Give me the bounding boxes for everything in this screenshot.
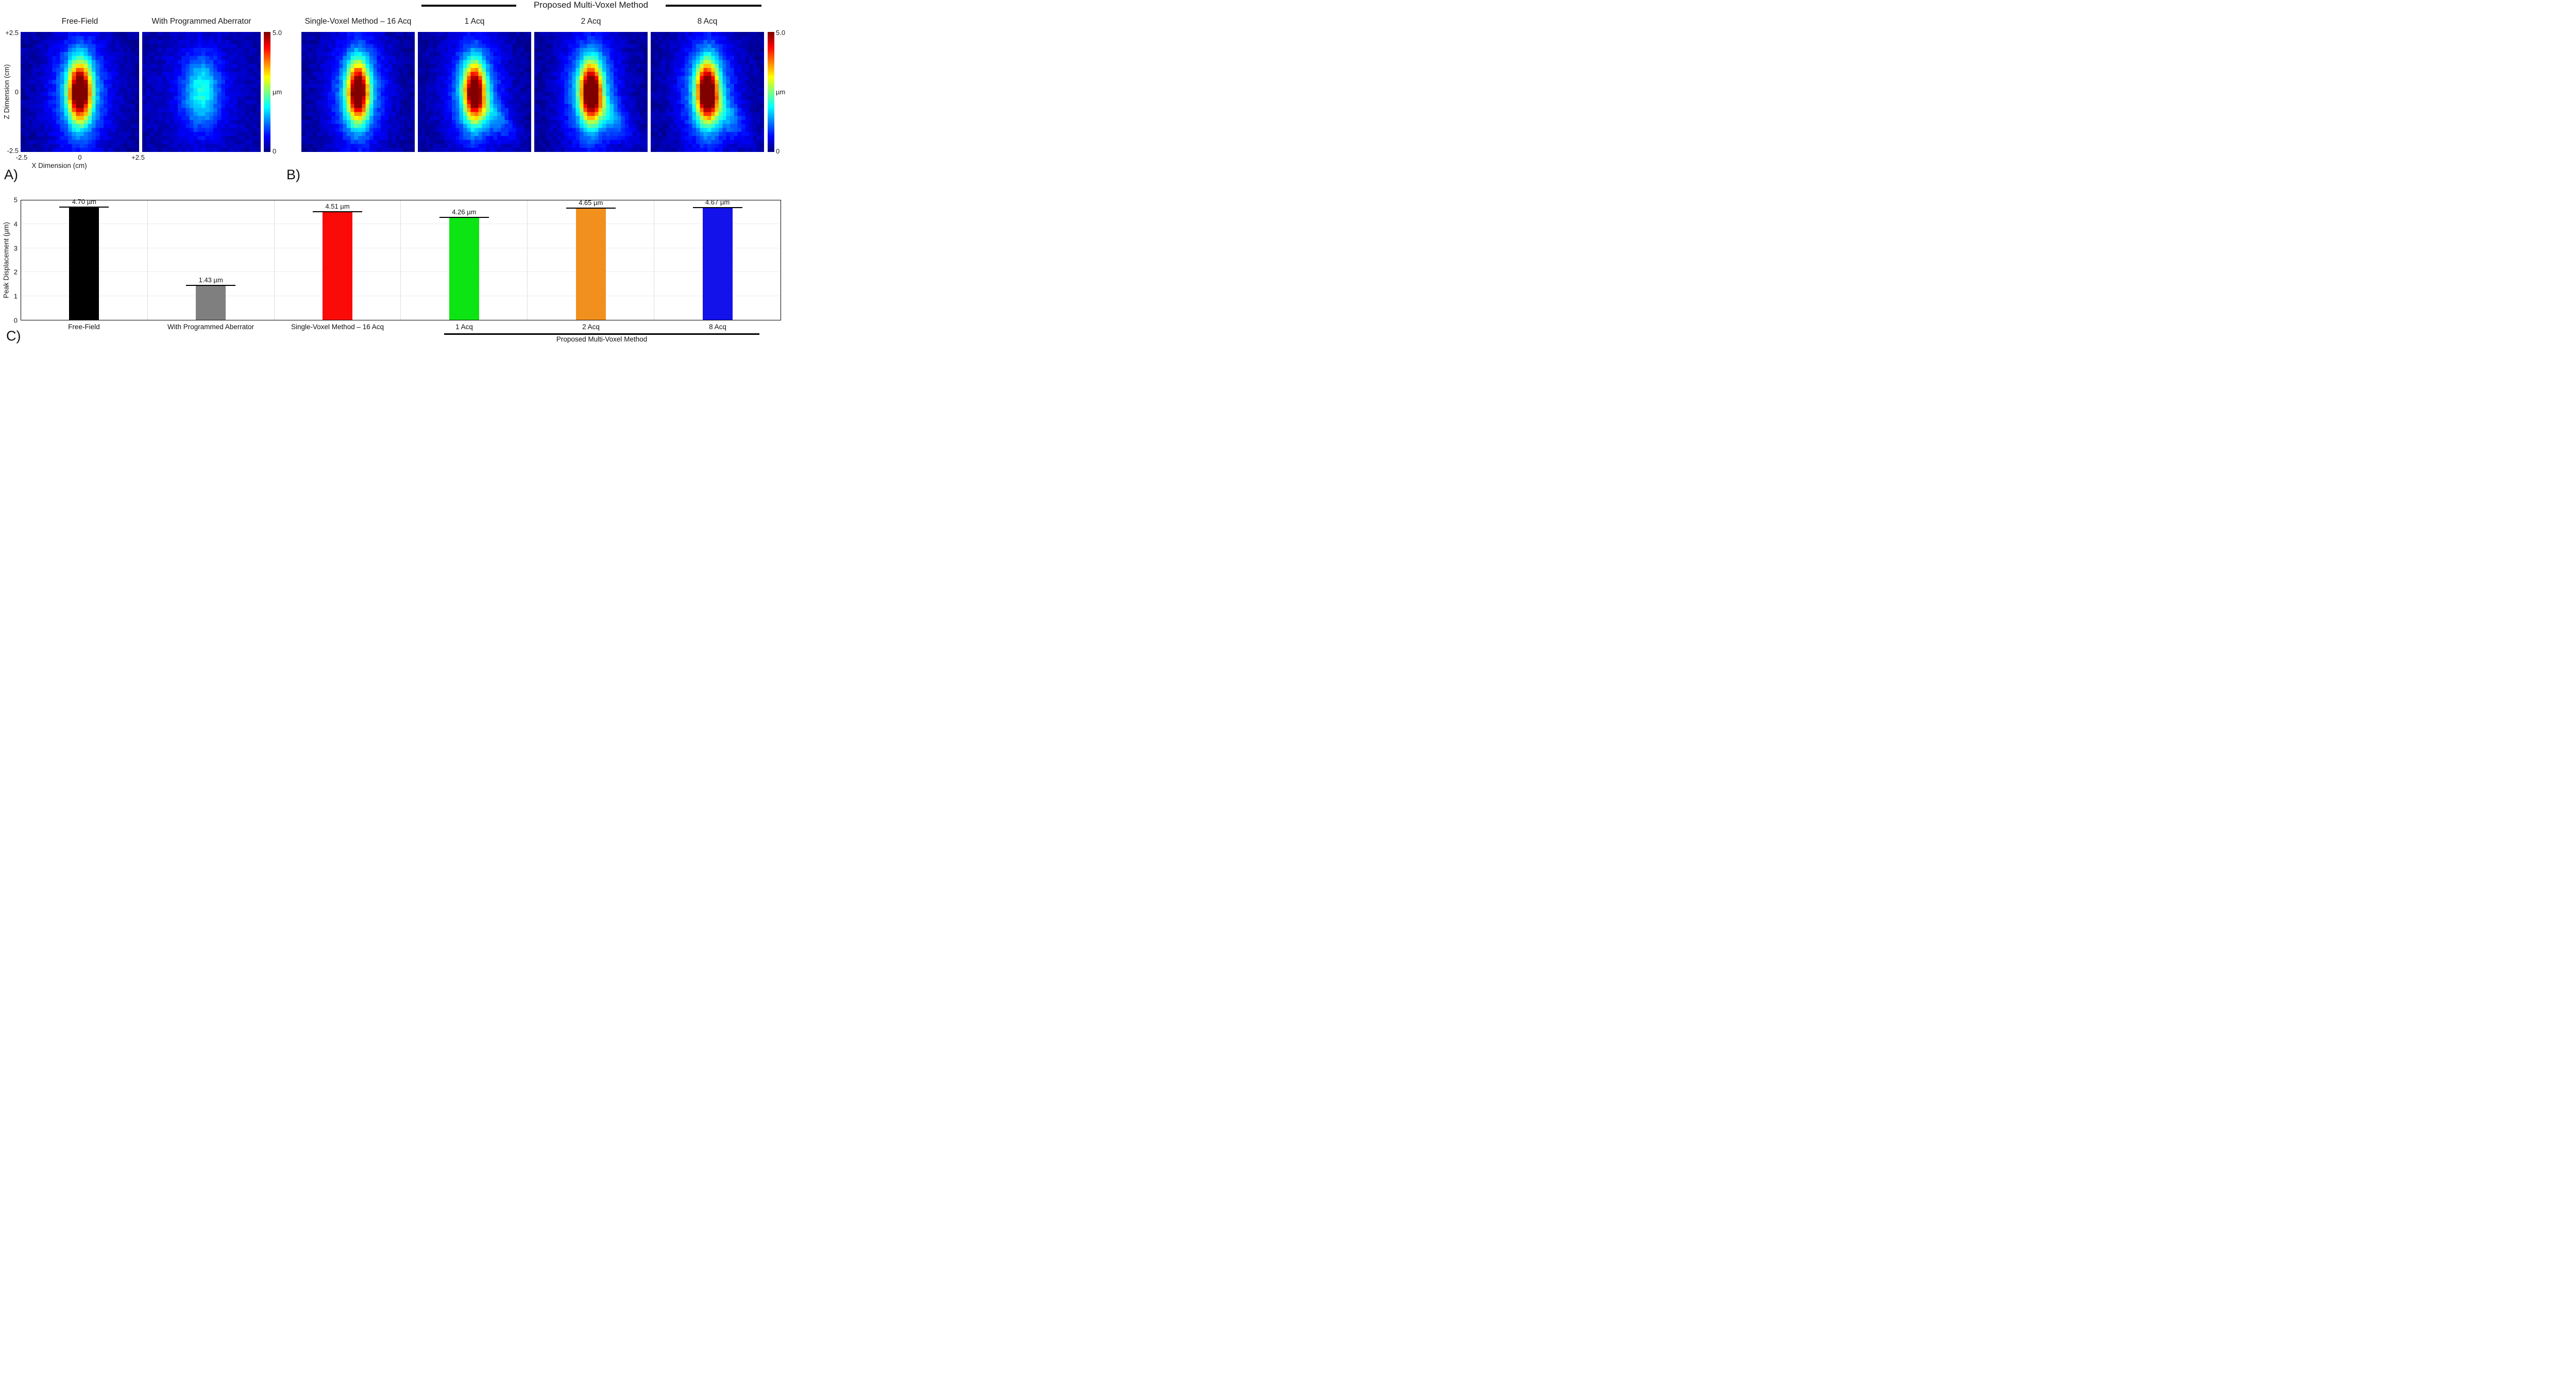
multi-voxel-underline <box>444 333 759 335</box>
heatmap-8acq <box>651 32 764 152</box>
y-tick-label: 1 <box>13 292 18 300</box>
bar-value-label: 4.51 µm <box>313 202 363 212</box>
colorbar-a-max: 5.0 <box>273 29 282 37</box>
y-tick-label: 4 <box>13 220 18 228</box>
bar-slot: 4.26 µm <box>401 200 528 320</box>
bar-value-label: 4.67 µm <box>692 198 742 209</box>
y-tick-label: 5 <box>13 196 18 204</box>
colorbar-b-min: 0 <box>776 147 780 155</box>
x-tick-left: -2.5 <box>15 154 28 161</box>
y-tick-label: 3 <box>13 244 18 252</box>
y-tick-label: 0 <box>13 316 18 325</box>
colorbar-panel-a <box>264 32 270 152</box>
bar <box>323 212 353 320</box>
x-category-label: 8 Acq <box>709 323 726 331</box>
x-category-label: 1 Acq <box>455 323 473 331</box>
heatmap-title-1acq: 1 Acq <box>464 17 485 26</box>
group-header-line-right <box>666 5 761 7</box>
heatmap-1acq <box>418 32 531 152</box>
multi-voxel-underline-label: Proposed Multi-Voxel Method <box>556 335 648 343</box>
z-tick-mid: 0 <box>14 88 19 96</box>
bar <box>196 285 226 320</box>
bar <box>702 208 733 320</box>
x-axis-label: X Dimension (cm) <box>31 162 87 169</box>
bar-x-labels: Free-Field With Programmed Aberrator Singl… <box>21 323 781 331</box>
x-category-label: 2 Acq <box>582 323 600 331</box>
colorbar-a-min: 0 <box>273 147 277 155</box>
x-category-label: With Programmed Aberrator <box>167 323 255 331</box>
x-category-label: Single-Voxel Method – 16 Acq <box>291 323 384 331</box>
bar-value-label: 4.26 µm <box>439 208 489 218</box>
heatmap-title-single-voxel: Single-Voxel Method – 16 Acq <box>304 17 412 26</box>
bar <box>69 207 99 320</box>
heatmap-single-voxel-16acq <box>301 32 415 152</box>
bar-slot: 4.51 µm <box>275 200 401 320</box>
x-tick-right: +2.5 <box>131 154 145 161</box>
colorbar-b-unit: µm <box>776 88 786 96</box>
x-tick-mid: 0 <box>78 154 82 161</box>
heatmap-2acq <box>534 32 648 152</box>
heatmap-title-aberrator: With Programmed Aberrator <box>151 17 251 26</box>
colorbar-b-max: 5.0 <box>776 29 786 37</box>
bar-value-label: 4.70 µm <box>59 198 109 208</box>
bar-slot: 4.65 µm <box>528 199 655 320</box>
bar-slot: 1.43 µm <box>148 200 275 320</box>
bar-value-label: 4.65 µm <box>566 199 616 209</box>
bar <box>575 209 606 320</box>
heatmap-free-field <box>21 32 139 152</box>
colorbar-a-unit: µm <box>273 88 282 96</box>
heatmap-panels: Proposed Multi-Voxel Method Free-Field W… <box>0 0 787 185</box>
panel-label-c: C) <box>6 328 21 344</box>
bar-plot-area: 4.70 µm 1.43 µm 4.51 µm 4.26 µm 4.65 µm 4.67 … <box>21 198 781 320</box>
multi-voxel-group-header: Proposed Multi-Voxel Method <box>533 0 649 10</box>
heatmap-title-free-field: Free-Field <box>61 17 98 26</box>
bar <box>449 218 479 320</box>
panel-label-a: A) <box>4 167 18 182</box>
heatmap-aberrator <box>142 32 261 152</box>
bar-slot: 4.67 µm <box>654 198 781 320</box>
z-tick-bottom: -2.5 <box>7 147 19 155</box>
bar-value-label: 1.43 µm <box>186 276 236 286</box>
bar-slot: 4.70 µm <box>21 198 148 320</box>
panel-label-b: B) <box>286 167 300 182</box>
z-tick-top: +2.5 <box>5 29 19 37</box>
x-category-label: Free-Field <box>68 323 100 331</box>
group-header-line-left <box>421 5 516 7</box>
heatmap-title-8acq: 8 Acq <box>697 17 718 26</box>
y-axis-ticks: 0 1 2 3 4 5 <box>0 196 18 325</box>
colorbar-panel-b <box>768 32 774 152</box>
heatmap-title-2acq: 2 Acq <box>581 17 601 26</box>
y-tick-label: 2 <box>13 268 18 276</box>
